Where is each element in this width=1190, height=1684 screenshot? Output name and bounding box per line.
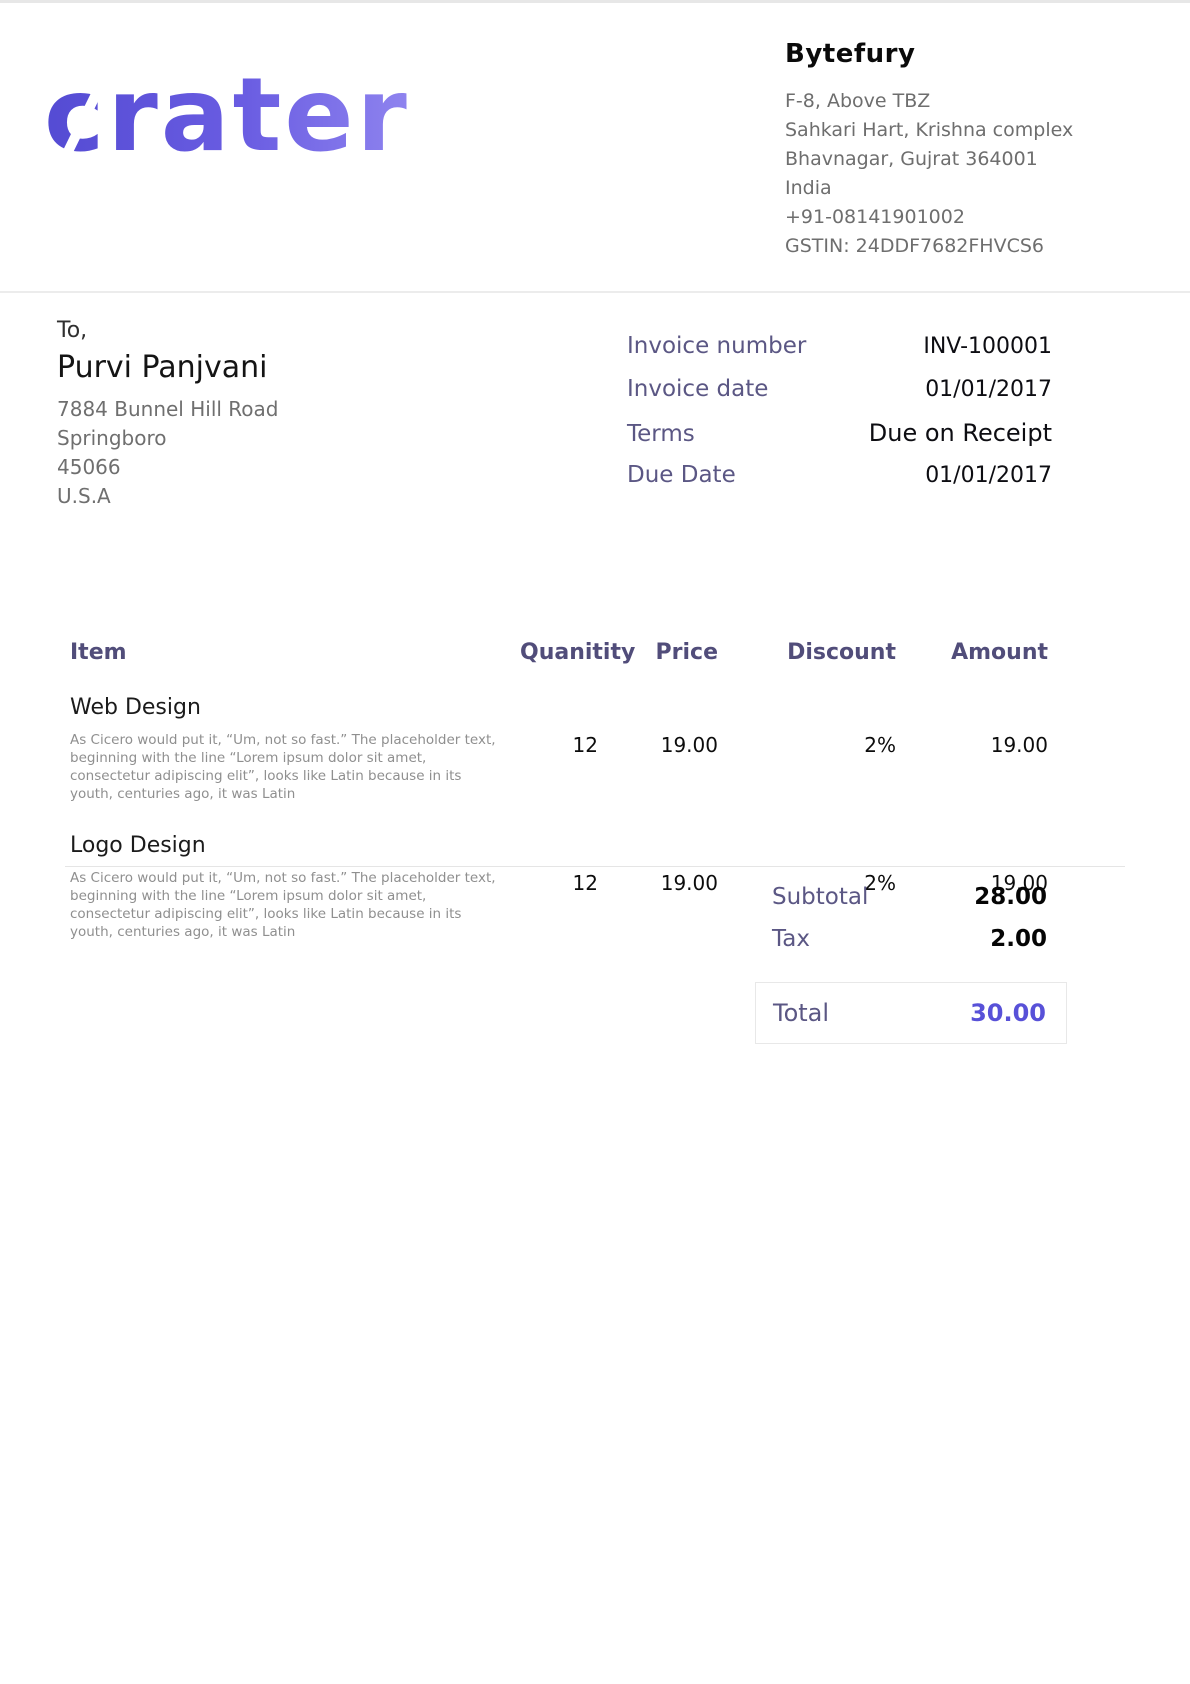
item-price: 19.00	[660, 733, 718, 757]
logo-cut-mark	[417, 62, 457, 130]
table-row: Logo Design As Cicero would put it, “Um,…	[70, 829, 1048, 941]
amount-column-header: Amount	[951, 640, 1048, 665]
invoice-date-label: Invoice date	[627, 376, 769, 402]
item-name: Web Design	[70, 695, 201, 720]
invoice-number-row: Invoice number INV-100001	[627, 333, 1052, 376]
items-table: Item Quanitity Price Discount Amount Web…	[70, 640, 1048, 967]
item-price: 19.00	[660, 871, 718, 895]
item-name: Logo Design	[70, 833, 206, 858]
invoice-meta-block: Invoice number INV-100001 Invoice date 0…	[627, 333, 1052, 505]
item-discount: 2%	[864, 733, 896, 757]
totals-section: Subtotal 28.00 Tax 2.00 Total 30.00	[755, 884, 1067, 1044]
bill-to-block: To, Purvi Panjvani 7884 Bunnel Hill Road…	[57, 315, 278, 511]
invoice-number-value: INV-100001	[923, 334, 1052, 359]
price-column-header: Price	[655, 640, 718, 665]
subtotal-value: 28.00	[974, 884, 1047, 910]
invoice-number-label: Invoice number	[627, 333, 807, 359]
company-address-line: Bhavnagar, Gujrat 364001	[785, 148, 1038, 170]
invoice-header: crater Bytefury F-8, Above TBZ Sahkari H…	[0, 3, 1190, 293]
item-discount: 2%	[864, 871, 896, 895]
items-table-header: Item Quanitity Price Discount Amount	[70, 640, 1048, 691]
terms-row: Terms Due on Receipt	[627, 419, 1052, 462]
company-phone: +91-08141901002	[785, 206, 965, 228]
item-cell: Web Design As Cicero would put it, “Um, …	[70, 691, 520, 803]
customer-address-line: 7884 Bunnel Hill Road	[57, 397, 279, 421]
customer-address-line: U.S.A	[57, 484, 111, 508]
customer-address-line: Springboro	[57, 426, 167, 450]
total-value: 30.00	[970, 999, 1046, 1027]
top-strip	[0, 0, 1190, 3]
tax-label: Tax	[772, 926, 810, 952]
total-box: Total 30.00	[755, 982, 1067, 1044]
crater-logo: crater	[43, 62, 457, 195]
item-description: As Cicero would put it, “Um, not so fast…	[70, 732, 496, 802]
item-quantity: 12	[572, 733, 598, 757]
company-gstin: GSTIN: 24DDF7682FHVCS6	[785, 235, 1044, 257]
terms-label: Terms	[627, 421, 695, 447]
item-column-header: Item	[70, 640, 127, 665]
quantity-column-header: Quanitity	[520, 640, 636, 665]
company-address-line: F-8, Above TBZ	[785, 90, 931, 112]
total-label: Total	[773, 999, 830, 1027]
invoice-date-row: Invoice date 01/01/2017	[627, 376, 1052, 419]
invoice-date-value: 01/01/2017	[925, 377, 1052, 402]
company-address-line: India	[785, 177, 832, 199]
company-name: Bytefury	[785, 39, 916, 69]
table-row: Web Design As Cicero would put it, “Um, …	[70, 691, 1048, 803]
item-description: As Cicero would put it, “Um, not so fast…	[70, 870, 496, 940]
company-info: Bytefury F-8, Above TBZ Sahkari Hart, Kr…	[785, 39, 1145, 261]
customer-name: Purvi Panjvani	[57, 350, 268, 385]
due-date-row: Due Date 01/01/2017	[627, 462, 1052, 505]
discount-column-header: Discount	[787, 640, 896, 665]
item-amount: 19.00	[990, 871, 1048, 895]
to-label: To,	[57, 318, 88, 343]
subtotal-row: Subtotal 28.00	[755, 884, 1067, 926]
due-date-label: Due Date	[627, 462, 736, 488]
item-cell: Logo Design As Cicero would put it, “Um,…	[70, 829, 520, 941]
item-quantity: 12	[572, 871, 598, 895]
company-address-line: Sahkari Hart, Krishna complex	[785, 119, 1074, 141]
table-bottom-divider	[65, 866, 1125, 867]
subtotal-label: Subtotal	[772, 884, 869, 910]
customer-address-line: 45066	[57, 455, 121, 479]
tax-value: 2.00	[990, 926, 1047, 952]
due-date-value: 01/01/2017	[925, 463, 1052, 488]
tax-row: Tax 2.00	[755, 926, 1067, 968]
billing-and-meta-section: To, Purvi Panjvani 7884 Bunnel Hill Road…	[0, 293, 1190, 553]
item-amount: 19.00	[990, 733, 1048, 757]
terms-value: Due on Receipt	[868, 419, 1052, 447]
